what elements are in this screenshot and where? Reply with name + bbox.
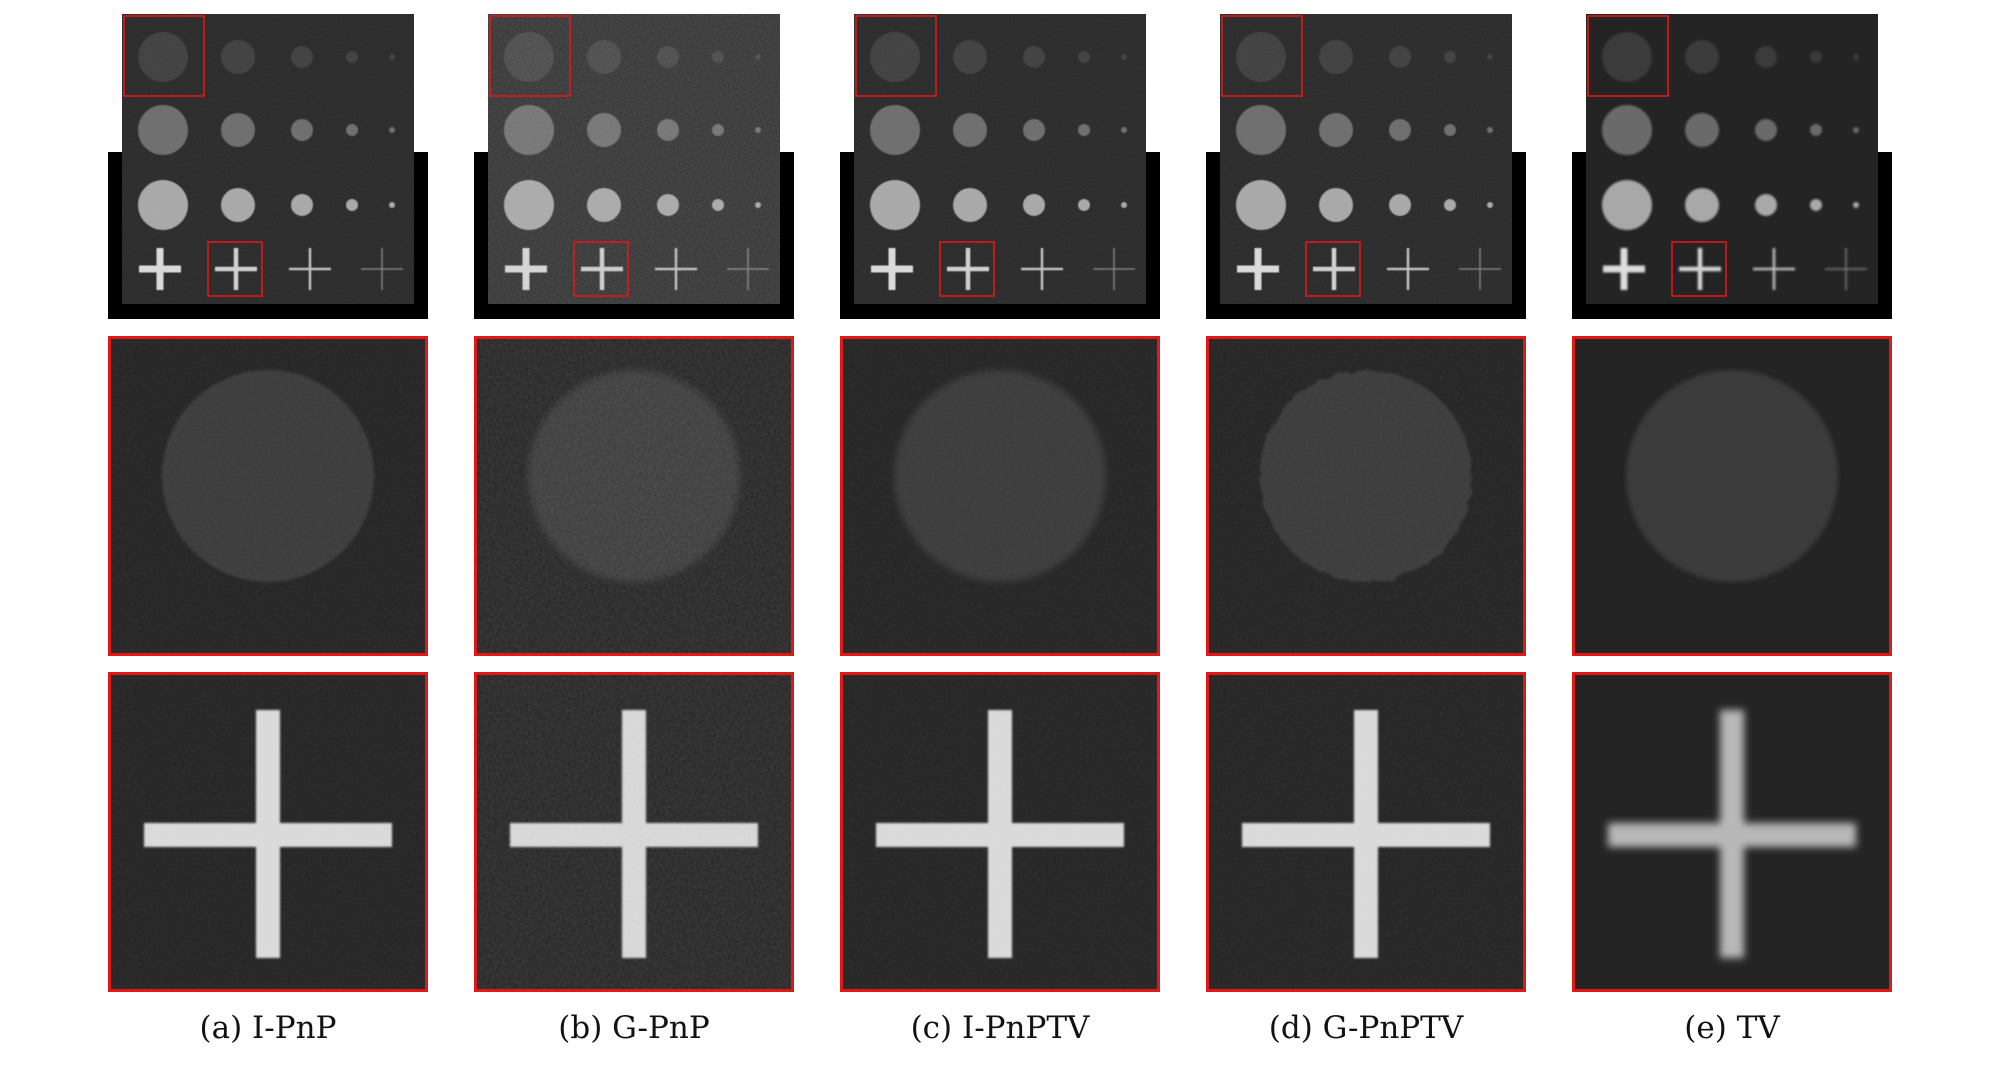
caption-d: (d) G-PnPTV: [1268, 1010, 1464, 1046]
caption-a: (a) I-PnP: [199, 1010, 337, 1046]
panel-e: (e) TV: [1572, 0, 1892, 1079]
phantom-cross-1: [1603, 248, 1645, 290]
zoom-circle: [1572, 336, 1892, 656]
caption-e: (e) TV: [1684, 1010, 1780, 1046]
zoom-cross: [474, 672, 794, 992]
phantom-cross-3: [1753, 248, 1795, 290]
highlight-box-cross: [1305, 241, 1361, 297]
phantom-svg: [840, 14, 1160, 319]
circle-row-mid-circle-1: [1602, 105, 1652, 155]
phantom-image: [1206, 14, 1526, 319]
circle-row-mid-circle-2: [1685, 113, 1719, 147]
circle-row-bottom-circle-1: [1602, 180, 1652, 230]
highlight-box-circle: [855, 15, 937, 97]
zoom-circle-svg: [1209, 339, 1523, 653]
highlight-box-cross: [939, 241, 995, 297]
circle-row-top-circle-3: [1755, 46, 1777, 68]
phantom-cross-4: [1825, 248, 1867, 290]
highlight-box-circle: [123, 15, 205, 97]
circle-row-mid-circle-3: [1755, 119, 1777, 141]
zoom-cross: [108, 672, 428, 992]
caption-c: (c) I-PnPTV: [910, 1010, 1090, 1046]
highlight-box-cross: [207, 241, 263, 297]
zoom-cross-svg: [1575, 675, 1889, 989]
zoom-cross-svg: [1209, 675, 1523, 989]
circle-row-top-circle-2: [1685, 40, 1719, 74]
circle-row-top-circle-4: [1810, 51, 1822, 63]
circle-row-mid-circle-4: [1810, 124, 1822, 136]
zoomed-circle: [1626, 370, 1838, 582]
panel-d: (d) G-PnPTV: [1206, 0, 1526, 1079]
phantom-image: [1572, 14, 1892, 319]
zoom-cross: [840, 672, 1160, 992]
zoom-cross: [1206, 672, 1526, 992]
highlight-box-circle: [1587, 15, 1669, 97]
zoomed-cross: [1608, 710, 1856, 958]
zoom-cross-svg: [111, 675, 425, 989]
highlight-box-circle: [489, 15, 571, 97]
zoom-circle-svg: [1575, 339, 1889, 653]
zoom-circle: [840, 336, 1160, 656]
highlight-box-circle: [1221, 15, 1303, 97]
circle-row-bottom-circle-4: [1810, 199, 1822, 211]
zoom-cross-svg: [843, 675, 1157, 989]
phantom-svg: [474, 14, 794, 319]
phantom-image: [840, 14, 1160, 319]
panel-b: (b) G-PnP: [474, 0, 794, 1079]
caption-b: (b) G-PnP: [558, 1010, 710, 1046]
phantom-svg: [1206, 14, 1526, 319]
phantom-image: [474, 14, 794, 319]
phantom-cross-2: [1679, 248, 1721, 290]
zoom-circle-svg: [477, 339, 791, 653]
highlight-box-cross: [573, 241, 629, 297]
circle-row-mid-circle-5: [1853, 127, 1859, 133]
phantom-svg: [108, 14, 428, 319]
zoom-circle: [474, 336, 794, 656]
panel-c: (c) I-PnPTV: [840, 0, 1160, 1079]
highlight-box-cross: [1671, 241, 1727, 297]
zoom-cross: [1572, 672, 1892, 992]
circle-row-top-circle-5: [1853, 54, 1859, 60]
zoom-circle: [1206, 336, 1526, 656]
phantom-image: [108, 14, 428, 319]
circle-row-top-circle-1: [1602, 32, 1652, 82]
circle-row-bottom-circle-3: [1755, 194, 1777, 216]
circle-row-bottom-circle-2: [1685, 188, 1719, 222]
panel-a: (a) I-PnP: [108, 0, 428, 1079]
zoom-cross-svg: [477, 675, 791, 989]
zoom-circle-svg: [843, 339, 1157, 653]
circle-row-bottom-circle-5: [1853, 202, 1859, 208]
zoom-circle: [108, 336, 428, 656]
zoom-circle-svg: [111, 339, 425, 653]
phantom-svg: [1572, 14, 1892, 319]
